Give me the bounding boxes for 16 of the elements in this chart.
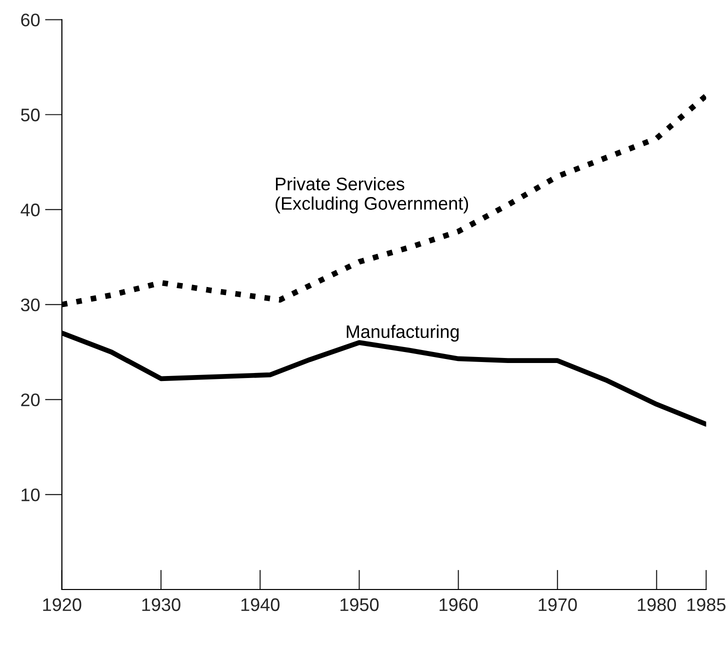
series-label: Private Services (Excluding Government): [276, 177, 468, 214]
x-tick-label: 1930: [142, 598, 180, 612]
y-tick-label: 60: [21, 14, 40, 26]
y-tick-label: 20: [21, 393, 40, 406]
y-tick-label: 50: [20, 108, 40, 122]
x-tick-label: 1960: [440, 598, 478, 612]
x-tick-label: 1970: [538, 598, 577, 612]
x-tick-label: 1980: [638, 598, 676, 612]
y-tick-label: 40: [20, 204, 40, 216]
x-tick-label: 1950: [340, 598, 379, 612]
y-tick-label: 30: [20, 298, 40, 312]
series-label: Manufacturing: [346, 324, 459, 342]
x-tick-label: 1920: [43, 598, 82, 612]
x-tick-label: 1940: [241, 598, 280, 612]
y-tick-label: 10: [22, 488, 40, 502]
x-tick-label: 1985: [687, 598, 726, 612]
